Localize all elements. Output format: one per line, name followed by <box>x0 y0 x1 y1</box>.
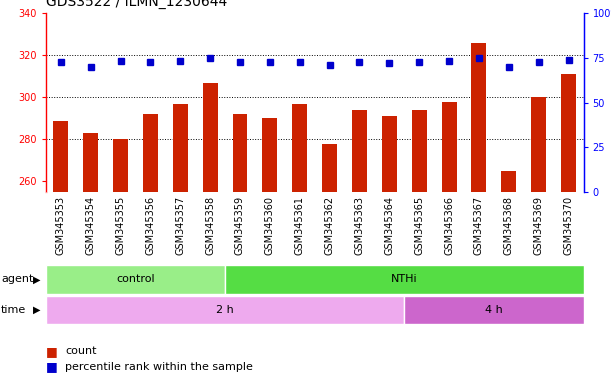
Text: GDS3522 / ILMN_1230644: GDS3522 / ILMN_1230644 <box>46 0 227 9</box>
Text: GSM345366: GSM345366 <box>444 195 454 255</box>
Text: GSM345358: GSM345358 <box>205 195 215 255</box>
Text: GSM345361: GSM345361 <box>295 195 305 255</box>
Bar <box>561 74 576 192</box>
Bar <box>322 144 337 192</box>
Text: count: count <box>65 346 97 356</box>
Text: GSM345356: GSM345356 <box>145 195 155 255</box>
Text: GSM345362: GSM345362 <box>324 195 335 255</box>
Bar <box>262 119 277 192</box>
Bar <box>531 98 546 192</box>
Bar <box>113 139 128 192</box>
Text: 4 h: 4 h <box>485 305 503 315</box>
Text: control: control <box>116 274 155 285</box>
Text: GSM345365: GSM345365 <box>414 195 424 255</box>
Bar <box>83 133 98 192</box>
Bar <box>442 102 456 192</box>
Text: 2 h: 2 h <box>216 305 234 315</box>
Bar <box>412 110 426 192</box>
Text: GSM345353: GSM345353 <box>56 195 66 255</box>
Text: ▶: ▶ <box>34 274 41 285</box>
Text: GSM345368: GSM345368 <box>504 195 514 255</box>
Bar <box>292 104 307 192</box>
Text: ■: ■ <box>46 345 57 358</box>
Bar <box>233 114 247 192</box>
Bar <box>472 43 486 192</box>
Text: ■: ■ <box>46 360 57 373</box>
Bar <box>225 265 584 294</box>
Text: GSM345364: GSM345364 <box>384 195 394 255</box>
Text: GSM345370: GSM345370 <box>563 195 574 255</box>
Text: GSM345369: GSM345369 <box>533 195 544 255</box>
Bar <box>352 110 367 192</box>
Bar <box>502 171 516 192</box>
Text: GSM345359: GSM345359 <box>235 195 245 255</box>
Text: GSM345360: GSM345360 <box>265 195 275 255</box>
Bar <box>143 114 158 192</box>
Text: GSM345363: GSM345363 <box>354 195 365 255</box>
Text: GSM345355: GSM345355 <box>115 195 125 255</box>
Bar <box>53 121 68 192</box>
Text: agent: agent <box>1 274 34 285</box>
Bar <box>173 104 188 192</box>
Bar <box>46 265 225 294</box>
Text: GSM345357: GSM345357 <box>175 195 185 255</box>
Text: NTHi: NTHi <box>391 274 417 285</box>
Bar <box>203 83 218 192</box>
Text: GSM345367: GSM345367 <box>474 195 484 255</box>
Bar <box>46 296 404 324</box>
Text: percentile rank within the sample: percentile rank within the sample <box>65 362 253 372</box>
Text: ▶: ▶ <box>34 305 41 315</box>
Text: GSM345354: GSM345354 <box>86 195 96 255</box>
Text: time: time <box>1 305 26 315</box>
Bar <box>382 116 397 192</box>
Bar <box>404 296 584 324</box>
